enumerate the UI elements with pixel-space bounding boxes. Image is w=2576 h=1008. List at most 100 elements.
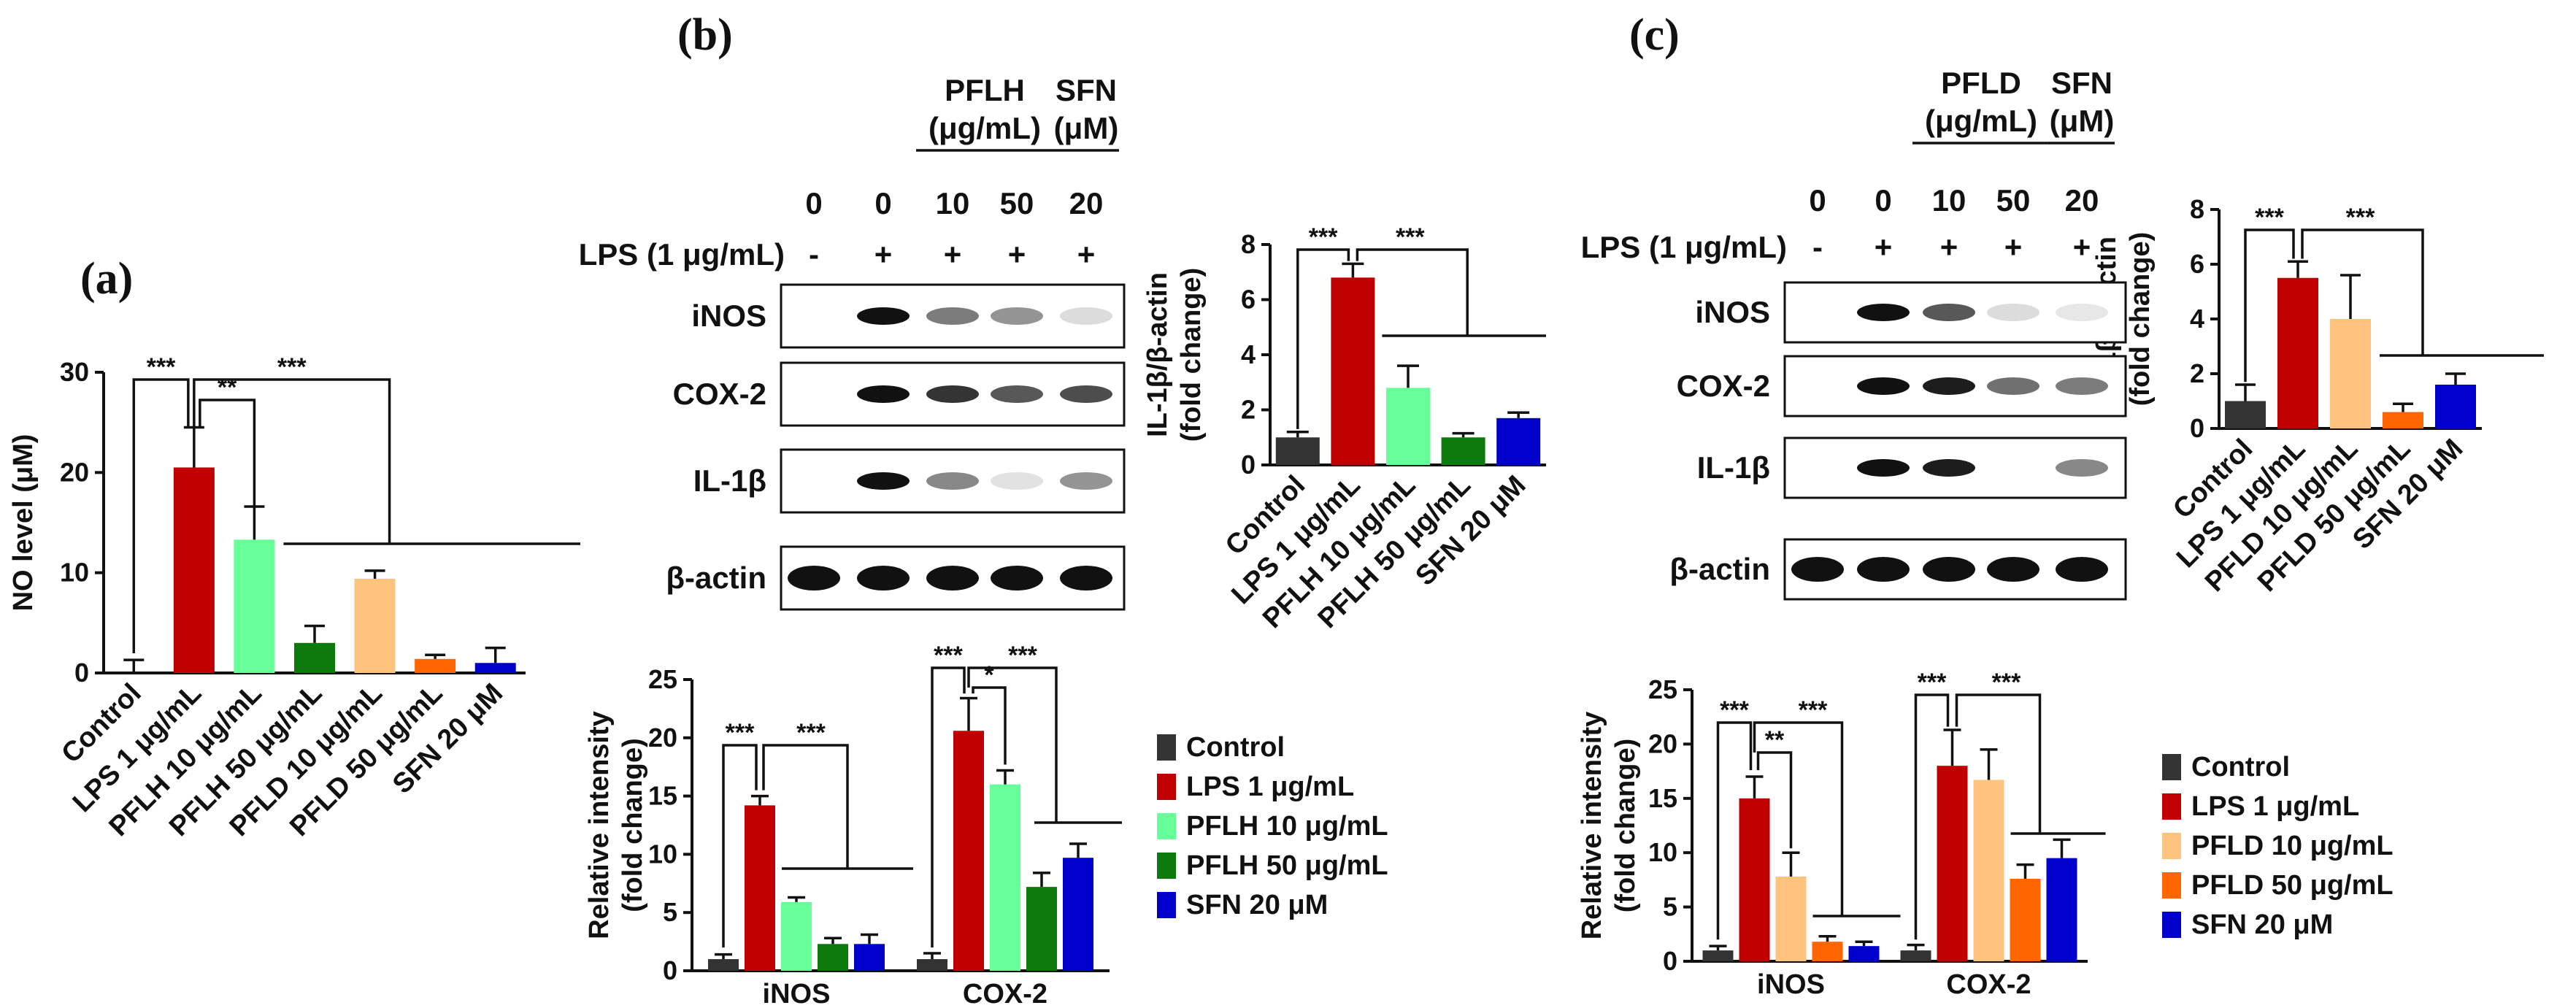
chart-c-rel-bar xyxy=(1812,942,1843,961)
blot-b-band xyxy=(857,472,910,490)
blot-b-band xyxy=(926,307,979,325)
chart-c-rel-y-tick-label: 25 xyxy=(1648,674,1677,704)
chart-b-rel-bar xyxy=(781,901,812,971)
legend-c-label: Control xyxy=(2191,752,2290,782)
legend-b-label: PFLH 10 μg/mL xyxy=(1186,811,1388,842)
legend-b-swatch xyxy=(1157,892,1176,918)
chart-c-rel-cox-1-significance: *** xyxy=(1918,669,1947,696)
chart-c-rel-cox-2-significance: *** xyxy=(1992,669,2021,696)
blot-c-lps-sign: + xyxy=(1875,230,1893,264)
blot-c-group2-label: SFN xyxy=(2051,66,2112,100)
blot-b-group1-unit: (μg/mL) xyxy=(928,111,1041,145)
blot-b-lps-sign: + xyxy=(1077,237,1096,272)
blot-c-band xyxy=(1923,557,1975,582)
panel-label-a: (a) xyxy=(80,254,133,304)
chart-b-rel-y-axis-label: Relative intensity (fold change) xyxy=(584,711,648,939)
chart-a-3-bracket xyxy=(193,378,391,544)
legend-b-swatch xyxy=(1157,853,1176,879)
chart-b-il1b-y-tick-label: 2 xyxy=(1241,395,1256,425)
blot-c-dose-label: 50 xyxy=(1996,183,2031,218)
chart-a-bar xyxy=(173,467,215,673)
blot-b-row-label: IL-1β xyxy=(693,463,766,498)
chart-b-il1b-bar xyxy=(1275,437,1320,465)
blot-c-lps-sign: - xyxy=(1812,230,1823,264)
chart-c-rel-y-tick-label: 0 xyxy=(1663,946,1677,976)
chart-b-rel-cox-2-bracket xyxy=(972,686,1007,765)
blot-b-group1-label: PFLH xyxy=(945,73,1025,107)
blot-b-dose-label: 0 xyxy=(805,186,822,220)
blot-c-row-label: IL-1β xyxy=(1697,450,1770,485)
chart-b-il1b-y-axis-label: IL-1β/β-actin (fold change) xyxy=(1142,268,1207,442)
chart-b-il1b-y-tick-label: 0 xyxy=(1241,450,1256,480)
chart-c-rel-y-tick-label: 20 xyxy=(1648,728,1677,758)
chart-a-y-tick-label: 0 xyxy=(74,658,89,688)
legend-c-label: SFN 20 μM xyxy=(2191,909,2333,940)
chart-c-il1b-y-tick-label: 8 xyxy=(2190,194,2204,224)
chart-c-rel-inos-3-significance: *** xyxy=(1799,696,1828,724)
blot-c-row-box xyxy=(1783,281,2127,344)
chart-c-rel-bar xyxy=(1702,950,1734,961)
chart-b-rel-bar xyxy=(708,959,739,971)
chart-a-bar xyxy=(354,578,396,673)
chart-b-il1b-bar xyxy=(1386,388,1430,465)
chart-c-rel-bar xyxy=(1739,798,1770,961)
chart-a-y-tick-label: 30 xyxy=(60,357,89,387)
blot-b-band xyxy=(788,566,840,590)
chart-a-3-significance: *** xyxy=(277,353,307,381)
chart-a-y-tick-label: 10 xyxy=(60,558,89,588)
chart-a-y-axis-label: NO level (μM) xyxy=(8,434,39,612)
chart-a-bar xyxy=(234,539,275,673)
chart-c-rel-bar xyxy=(2046,858,2077,961)
legend-b-swatch xyxy=(1157,734,1176,761)
blot-c-band xyxy=(2056,377,2108,395)
chart-a-2-bracket xyxy=(199,399,256,507)
blot-c-band xyxy=(1987,304,2039,321)
chart-b-rel-bar xyxy=(745,805,775,971)
chart-c-il1b-y-tick-label: 2 xyxy=(2190,358,2204,388)
blot-c-band xyxy=(1923,304,1975,321)
panel-label-c: (c) xyxy=(1629,10,1680,60)
blot-b-band xyxy=(1060,566,1112,590)
blot-b-band xyxy=(857,385,910,403)
chart-c-rel-inos-3-bracket xyxy=(1753,721,1844,916)
legend-c: Control LPS 1 μg/mL PFLD 10 μg/mL PFLD 50 μ… xyxy=(2162,752,2394,940)
legend-b-label: LPS 1 μg/mL xyxy=(1186,772,1354,802)
legend-b-label: SFN 20 μM xyxy=(1186,890,1328,920)
blot-b-band xyxy=(991,566,1043,590)
blot-c-band xyxy=(2056,557,2108,582)
chart-c-rel-cox-2-bracket xyxy=(1955,693,2042,834)
blot-b-band xyxy=(857,307,910,325)
chart-c-il1b-2-significance: *** xyxy=(2346,204,2375,231)
chart-c-il1b-bar xyxy=(2225,401,2266,428)
chart-b-il1b-1-significance: *** xyxy=(1309,223,1338,251)
chart-c-rel-inos-1-bracket xyxy=(1716,721,1753,940)
blot-b-dose-label: 20 xyxy=(1069,186,1104,220)
chart-b-rel-category-label: COX-2 xyxy=(963,979,1047,1008)
chart-b-rel-bar xyxy=(953,731,984,971)
legend-b-swatch xyxy=(1157,774,1176,800)
blot-c-lps-sign: + xyxy=(2004,230,2023,264)
chart-c-il1b-1-significance: *** xyxy=(2255,204,2284,231)
blot-c-band xyxy=(1857,557,1910,582)
chart-a-1-bracket xyxy=(132,378,190,653)
blot-b-lps-sign: + xyxy=(874,237,893,272)
chart-c-rel-bar xyxy=(2010,878,2041,961)
chart-c-il1b-bar xyxy=(2383,412,2423,428)
legend-c-swatch xyxy=(2162,793,2181,820)
blot-b-band xyxy=(1060,307,1112,325)
chart-a-2-significance: ** xyxy=(218,374,237,401)
legend-c-swatch xyxy=(2162,833,2181,859)
chart-b-rel-bar xyxy=(917,959,947,971)
chart-b-rel-inos-1-significance: *** xyxy=(726,719,755,747)
chart-c-rel-inos-1-significance: *** xyxy=(1720,696,1749,724)
chart-c-rel-y-tick-label: 15 xyxy=(1648,783,1677,813)
blot-c-band xyxy=(1857,304,1910,321)
western-blot-c: PFLD (μg/mL) SFN (μM) 0 0 10 50 20 LPS (1 μg/mL) -… xyxy=(1581,66,2127,601)
blot-b-band xyxy=(991,385,1043,403)
blot-b-dose-label: 10 xyxy=(936,186,970,220)
chart-c-rel-category-label: COX-2 xyxy=(1946,969,2031,1000)
blot-b-lps-sign: + xyxy=(944,237,962,272)
blot-b-band xyxy=(926,472,979,490)
chart-c-il1b-bar xyxy=(2330,319,2371,428)
